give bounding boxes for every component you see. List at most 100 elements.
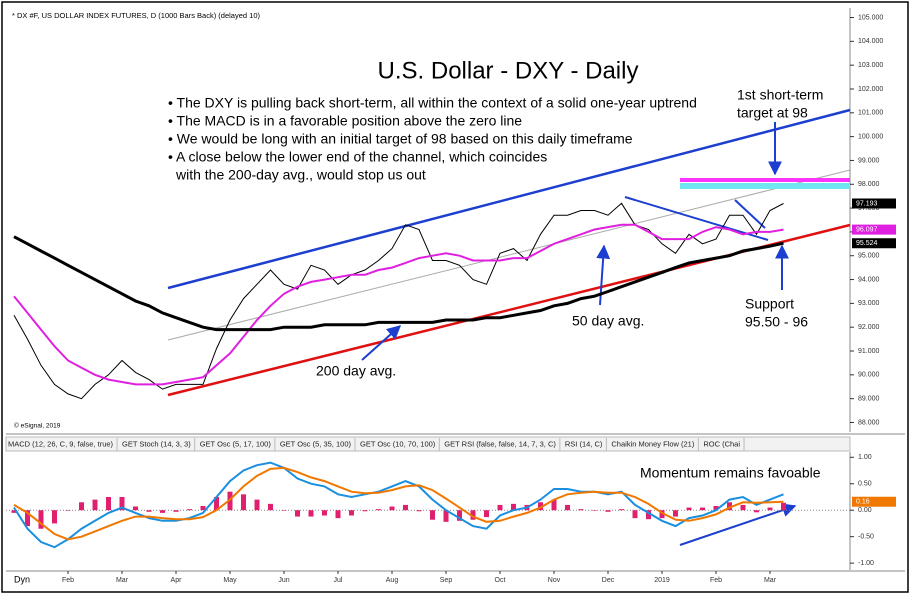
histogram-bar xyxy=(767,507,773,511)
y-tick-label: 93.000 xyxy=(858,300,880,307)
x-tick-label: Jul xyxy=(334,577,343,584)
last-value-label: 95.524 xyxy=(856,240,878,247)
histogram-bar xyxy=(38,510,44,529)
histogram-bar xyxy=(551,499,557,511)
series-line xyxy=(13,202,784,400)
histogram-bar xyxy=(79,502,84,511)
y-tick-label: 101.000 xyxy=(858,110,883,117)
annotation: target at 98 xyxy=(737,105,808,121)
x-tick-label: Oct xyxy=(495,577,506,584)
histogram-bar xyxy=(781,502,786,511)
mid-channel xyxy=(167,169,851,341)
series-line xyxy=(13,235,784,332)
tab: GET Osc (10, 70, 100) xyxy=(360,439,436,448)
histogram-bar xyxy=(673,510,678,517)
x-tick-label: Sep xyxy=(440,577,453,584)
y-tick-label: 103.000 xyxy=(858,62,883,69)
histogram-bar xyxy=(268,503,273,511)
y-tick-label: 102.000 xyxy=(858,86,883,93)
histogram-bar xyxy=(403,504,408,511)
note: with the 200-day avg., would stop us out xyxy=(175,167,426,183)
histogram-bar xyxy=(578,509,584,511)
x-tick-label: Feb xyxy=(62,577,74,584)
flag-line xyxy=(734,199,766,229)
histogram-bar xyxy=(362,510,368,512)
arrow xyxy=(361,325,402,361)
y-tick-label: 88.000 xyxy=(858,419,880,426)
histogram-bar xyxy=(646,510,651,520)
tab: RSI (14, C) xyxy=(565,439,603,448)
y-tick-label: -1.00 xyxy=(858,560,874,567)
annotation: 50 day avg. xyxy=(572,313,644,329)
y-tick-label: 0.00 xyxy=(858,507,872,514)
histogram-bar xyxy=(92,499,98,511)
histogram-bar xyxy=(592,510,597,511)
histogram-bar xyxy=(11,510,17,513)
tab: Chaikin Money Flow (21) xyxy=(611,439,694,448)
x-tick-label: Dec xyxy=(602,577,615,584)
histogram-bar xyxy=(106,496,111,511)
histogram-bar xyxy=(133,506,138,511)
tab: GET Osc (5, 17, 100) xyxy=(200,439,272,448)
histogram-bar xyxy=(497,504,503,511)
chart-title: U.S. Dollar - DXY - Daily xyxy=(378,57,639,84)
note: • The MACD is in a favorable position ab… xyxy=(168,113,522,129)
histogram-bar xyxy=(119,496,125,511)
x-tick-label: Aug xyxy=(386,577,399,584)
histogram-bar xyxy=(322,510,327,516)
histogram-bar xyxy=(65,510,71,511)
y-tick-label: 94.000 xyxy=(858,276,880,283)
last-value-label: 0.16 xyxy=(856,499,870,506)
last-value-label: 96.097 xyxy=(856,226,878,233)
histogram-bar xyxy=(295,510,300,517)
histogram-bar xyxy=(200,505,206,511)
histogram-bar xyxy=(700,507,705,511)
histogram-bar xyxy=(443,510,449,522)
histogram-bar xyxy=(457,510,462,521)
note: • A close below the lower end of the cha… xyxy=(168,149,547,165)
upper-channel xyxy=(167,108,851,290)
y-tick-label: 92.000 xyxy=(858,324,880,331)
histogram-bar xyxy=(308,510,314,517)
wedge-line xyxy=(624,196,769,241)
histogram-bar xyxy=(376,509,381,511)
x-tick-label: May xyxy=(223,577,237,584)
note: • The DXY is pulling back short-term, al… xyxy=(168,95,697,111)
histogram-bar xyxy=(619,509,624,511)
tab: GET Osc (5, 35, 100) xyxy=(280,439,352,448)
note: • We would be long with an initial targe… xyxy=(168,131,633,147)
last-value-tag xyxy=(852,198,896,209)
y-tick-label: 95.000 xyxy=(858,253,880,260)
x-tick-label: Apr xyxy=(171,577,183,584)
annotation: 95.50 - 96 xyxy=(745,314,808,330)
tab: MACD (12, 26, C, 9, false, true) xyxy=(8,439,114,448)
x-tick-label: Jun xyxy=(278,577,289,584)
y-tick-label: 89.000 xyxy=(858,395,880,402)
histogram-bar xyxy=(565,504,570,511)
y-tick-label: 90.000 xyxy=(858,372,880,379)
histogram-bar xyxy=(214,496,219,511)
histogram-bar xyxy=(740,504,746,511)
histogram-bar xyxy=(227,491,233,511)
y-tick-label: 1.00 xyxy=(858,454,872,461)
y-tick-label: 100.000 xyxy=(858,133,883,140)
x-tick-label: 2019 xyxy=(654,577,670,584)
histogram-bar xyxy=(335,510,341,519)
histogram-bar xyxy=(254,499,260,511)
y-tick-label: 105.000 xyxy=(858,14,883,21)
histogram-bar xyxy=(241,494,246,511)
histogram-bar xyxy=(173,510,179,512)
x-tick-label: Feb xyxy=(710,577,722,584)
y-tick-label: 98.000 xyxy=(858,181,880,188)
histogram-bar xyxy=(430,510,435,520)
last-value-tag xyxy=(852,238,896,249)
histogram-bar xyxy=(146,510,152,512)
last-value-label: 97.193 xyxy=(856,200,878,207)
histogram-bar xyxy=(416,510,422,512)
last-value-tag xyxy=(852,224,896,235)
histogram-bar xyxy=(187,509,192,511)
y-tick-label: 104.000 xyxy=(858,38,883,45)
histogram-bar xyxy=(511,503,516,511)
histogram-bar xyxy=(686,507,692,511)
